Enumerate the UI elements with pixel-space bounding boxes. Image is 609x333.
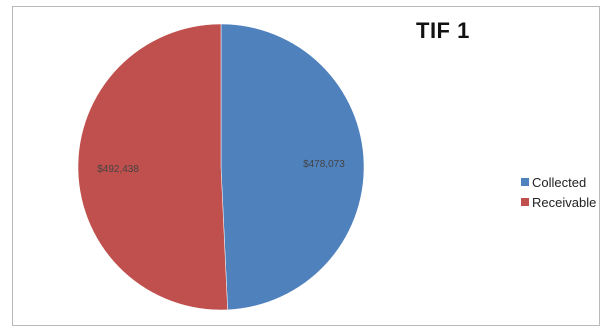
- data-label-collected: $478,073: [303, 159, 345, 170]
- legend-item-collected: Collected: [521, 172, 596, 192]
- chart-legend: Collected Receivable: [521, 172, 596, 212]
- data-label-receivable: $492,438: [97, 164, 139, 175]
- legend-label-collected: Collected: [532, 174, 587, 190]
- pie-slices: [77, 23, 365, 311]
- legend-swatch-receivable: [521, 198, 529, 206]
- pie-slice-collected: [220, 23, 365, 311]
- pie-slice-receivable: [77, 23, 228, 311]
- legend-swatch-collected: [521, 178, 529, 186]
- legend-label-receivable: Receivable: [532, 194, 597, 210]
- legend-item-receivable: Receivable: [521, 192, 596, 212]
- pie-data-labels: $478,073 $492,438: [97, 159, 345, 175]
- chart-title: TIF 1: [416, 18, 470, 43]
